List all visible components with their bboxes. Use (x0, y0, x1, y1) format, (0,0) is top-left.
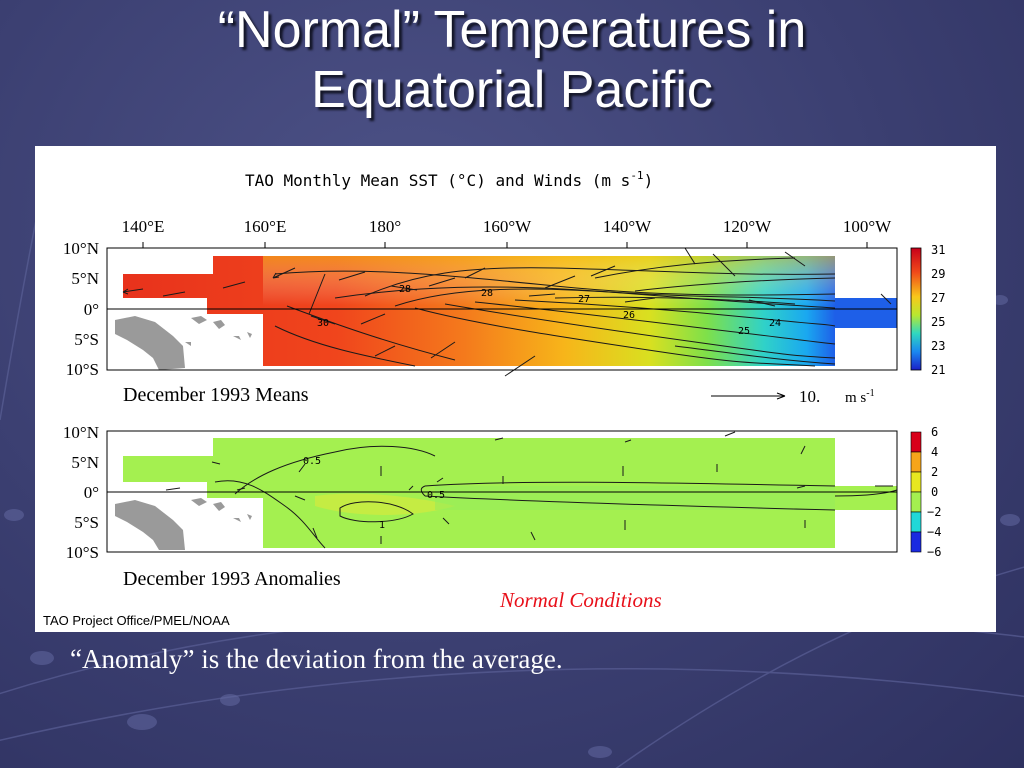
tao-figure: TAO Monthly Mean SST (°C) and Winds (m s… (35, 146, 996, 632)
svg-text:10.: 10. (799, 387, 820, 406)
svg-text:28: 28 (481, 288, 493, 299)
wind-vectors (122, 247, 892, 377)
svg-text:10°S: 10°S (66, 360, 99, 379)
svg-text:0: 0 (931, 485, 938, 499)
svg-text:29: 29 (931, 267, 945, 281)
svg-text:6: 6 (931, 425, 938, 439)
svg-text:25: 25 (931, 315, 945, 329)
svg-text:5°N: 5°N (71, 453, 99, 472)
svg-text:26: 26 (623, 310, 635, 321)
islands (191, 498, 252, 522)
svg-text:27: 27 (578, 294, 590, 305)
lon-label: 160°W (483, 217, 532, 236)
sst-field (123, 256, 897, 366)
svg-text:31: 31 (931, 243, 945, 257)
svg-text:−4: −4 (927, 525, 941, 539)
svg-text:10°S: 10°S (66, 543, 99, 562)
svg-text:10°N: 10°N (63, 239, 99, 258)
islands (185, 316, 252, 346)
lon-label: 160°E (244, 217, 287, 236)
svg-text:0°: 0° (84, 300, 99, 319)
svg-text:23: 23 (931, 339, 945, 353)
lon-ticks (142, 242, 868, 248)
svg-text:0°: 0° (84, 483, 99, 502)
lon-label: 140°E (122, 217, 165, 236)
anomalies-panel: 0.5 0.5 1 10°N 5°N 0° 5°S 10°S 6 4 2 (63, 423, 942, 590)
lon-label: 180° (369, 217, 401, 236)
svg-text:27: 27 (931, 291, 945, 305)
title-line-2: Equatorial Pacific (311, 61, 713, 119)
slide-title: “Normal” Temperatures in Equatorial Paci… (0, 0, 1024, 120)
normal-conditions-label: Normal Conditions (499, 588, 662, 612)
figure-header: TAO Monthly Mean SST (°C) and Winds (m s… (245, 169, 653, 190)
svg-text:m s-1: m s-1 (845, 388, 875, 406)
svg-text:−2: −2 (927, 505, 941, 519)
lon-label: 100°W (843, 217, 892, 236)
land-mass (115, 500, 185, 550)
svg-text:5°S: 5°S (74, 330, 99, 349)
title-line-1: “Normal” Temperatures in (217, 1, 807, 59)
svg-text:−6: −6 (927, 545, 941, 559)
svg-text:28: 28 (399, 284, 411, 295)
anomalies-label: December 1993 Anomalies (123, 568, 341, 590)
svg-text:1: 1 (379, 520, 385, 531)
longitude-axis: 140°E 160°E 180° 160°W 140°W 120°W 100°W (122, 217, 892, 236)
means-label: December 1993 Means (123, 384, 309, 406)
contour-labels: 28 28 27 26 25 24 30 (317, 284, 781, 337)
wind-scale: 10. m s-1 (711, 387, 875, 406)
svg-text:24: 24 (769, 318, 781, 329)
svg-text:25: 25 (738, 326, 750, 337)
tao-figure-svg: TAO Monthly Mean SST (°C) and Winds (m s… (43, 169, 946, 628)
lon-label: 120°W (723, 217, 772, 236)
colorbar-means-labels: 31 29 27 25 23 21 (931, 243, 945, 377)
anomaly-contour-labels: 0.5 0.5 1 (303, 456, 445, 531)
svg-text:10°N: 10°N (63, 423, 99, 442)
colorbar-anomalies-labels: 6 4 2 0 −2 −4 −6 (927, 425, 941, 559)
svg-text:0.5: 0.5 (303, 456, 321, 467)
colorbar-means (910, 247, 922, 371)
svg-text:30: 30 (317, 318, 329, 329)
svg-text:0.5: 0.5 (427, 490, 445, 501)
credit-text: TAO Project Office/PMEL/NOAA (43, 613, 230, 628)
svg-text:4: 4 (931, 445, 938, 459)
svg-text:2: 2 (931, 465, 938, 479)
svg-text:5°S: 5°S (74, 513, 99, 532)
svg-text:21: 21 (931, 363, 945, 377)
caption: “Anomaly” is the deviation from the aver… (70, 644, 563, 674)
means-panel: 28 28 27 26 25 24 30 10°N 5°N 0° 5°S 10°… (63, 239, 946, 406)
lon-label: 140°W (603, 217, 652, 236)
colorbar-anomalies (910, 431, 922, 553)
lat-axis-means: 10°N 5°N 0° 5°S 10°S (63, 239, 99, 379)
svg-text:5°N: 5°N (71, 269, 99, 288)
land-mass (115, 316, 185, 370)
anomaly-wind-vectors (165, 431, 893, 544)
lat-axis-anomalies: 10°N 5°N 0° 5°S 10°S (63, 423, 99, 562)
